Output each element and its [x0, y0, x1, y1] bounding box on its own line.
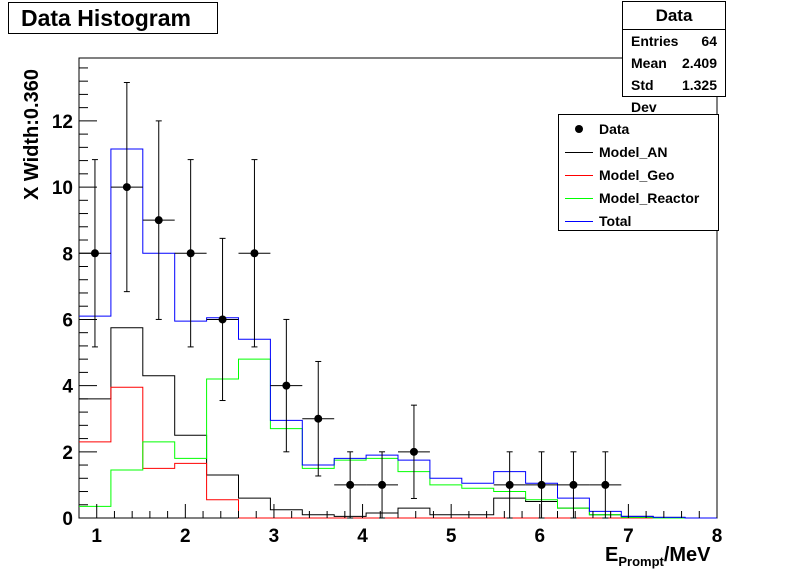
stats-box: Data Entries 64 Mean 2.409 Std Dev 1.325 — [622, 1, 726, 115]
data-marker — [601, 480, 610, 489]
data-marker — [505, 480, 514, 489]
x-axis-label-main: E — [605, 544, 618, 566]
x-tick-label: 4 — [357, 526, 368, 547]
y-tick-label: 4 — [62, 377, 73, 398]
legend-line-swatch — [559, 168, 599, 182]
data-point — [302, 360, 335, 477]
legend-line-swatch — [559, 214, 599, 228]
legend-entry-model-reactor: Model_Reactor — [559, 186, 718, 209]
stats-title: Data — [623, 2, 725, 30]
legend: Data Model_AN Model_Geo Model_Reactor To… — [558, 114, 719, 231]
y-tick-label: 12 — [52, 112, 73, 133]
legend-label: Model_Reactor — [599, 189, 700, 206]
data-point — [398, 404, 430, 499]
data-marker — [569, 480, 578, 489]
stats-label: Std Dev — [631, 77, 657, 115]
histogram-title: Data Histogram — [8, 2, 218, 34]
data-marker — [314, 414, 323, 423]
data-point — [366, 451, 398, 519]
stats-value: 2.409 — [681, 55, 717, 71]
x-axis-label-sub: Prompt — [618, 554, 664, 569]
data-point — [493, 451, 526, 519]
legend-entry-data: Data — [559, 117, 718, 140]
data-point — [238, 159, 271, 348]
series-model-an-line — [79, 327, 717, 519]
legend-line-swatch — [559, 145, 599, 159]
legend-marker-dot — [559, 122, 599, 136]
data-marker — [218, 315, 227, 324]
y-tick-label: 6 — [62, 310, 73, 331]
data-point — [206, 237, 239, 402]
data-point — [525, 451, 558, 519]
data-marker — [537, 480, 546, 489]
y-axis-label: X Width:0.360 — [21, 69, 43, 200]
data-marker — [346, 480, 355, 489]
legend-entry-total: Total — [559, 209, 718, 232]
data-point — [557, 451, 590, 519]
stats-row-mean: Mean 2.409 — [623, 52, 725, 74]
x-axis-label: EPrompt/MeV — [605, 544, 711, 569]
y-tick-label: 0 — [62, 509, 73, 530]
x-axis-label-unit: /MeV — [664, 544, 711, 566]
data-marker — [282, 381, 291, 390]
y-tick-label: 10 — [52, 178, 73, 199]
stats-label: Entries — [631, 33, 679, 49]
x-tick-label: 3 — [269, 526, 280, 547]
stats-value: 1.325 — [681, 77, 717, 93]
x-tick-label: 6 — [534, 526, 545, 547]
stats-row-entries: Entries 64 — [623, 30, 725, 52]
legend-entry-model-geo: Model_Geo — [559, 163, 718, 186]
x-tick-label: 2 — [180, 526, 191, 547]
x-tick-label: 1 — [91, 526, 102, 547]
legend-label: Model_Geo — [599, 166, 675, 183]
series-model-geo-line — [79, 386, 717, 519]
data-point — [334, 451, 367, 519]
x-tick-label: 7 — [623, 526, 634, 547]
y-tick-label: 2 — [62, 443, 73, 464]
data-marker — [186, 249, 195, 258]
legend-label: Data — [599, 120, 630, 137]
x-tick-label: 5 — [446, 526, 457, 547]
y-tick-label: 8 — [62, 244, 73, 265]
data-marker — [122, 183, 131, 192]
data-point — [142, 120, 175, 320]
data-marker — [378, 480, 387, 489]
data-point — [589, 451, 622, 519]
stats-value: 64 — [701, 33, 717, 49]
data-marker — [409, 447, 418, 456]
legend-label: Model_AN — [599, 143, 668, 160]
data-point — [270, 318, 303, 453]
x-tick-label: 8 — [712, 526, 723, 547]
legend-line-swatch — [559, 191, 599, 205]
data-marker — [250, 249, 259, 258]
data-marker — [154, 216, 163, 225]
data-points-layer — [79, 81, 622, 519]
legend-label: Total — [599, 212, 632, 229]
stats-label: Mean — [631, 55, 667, 71]
data-point — [174, 159, 207, 348]
data-point — [110, 81, 143, 293]
legend-entry-model-an: Model_AN — [559, 140, 718, 163]
stats-row-stddev: Std Dev 1.325 — [623, 74, 725, 115]
